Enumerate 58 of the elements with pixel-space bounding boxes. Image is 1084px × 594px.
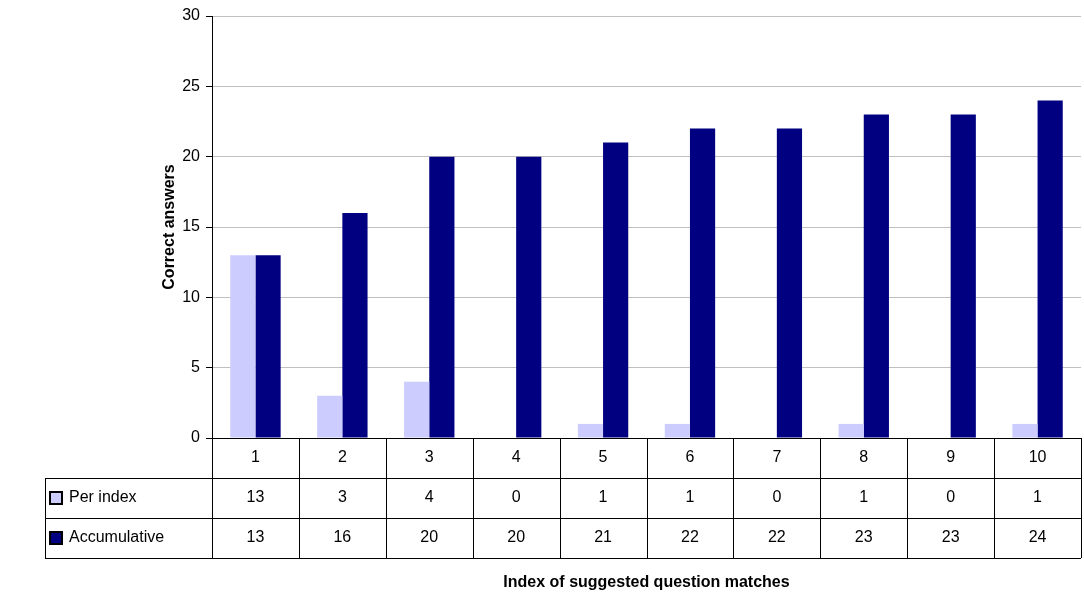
bar: [863, 114, 889, 438]
data-label: 22: [767, 528, 786, 546]
y-tick-label: 15: [182, 217, 201, 235]
x-tick-label: 6: [685, 448, 695, 466]
bar: [1037, 100, 1063, 438]
bar: [429, 156, 455, 438]
text: Index of suggested question matches: [503, 573, 790, 591]
bar: [1012, 423, 1038, 438]
data-label: 1: [685, 488, 695, 506]
x-tick-label: 5: [598, 448, 608, 466]
data-label: 16: [333, 528, 352, 546]
data-label: 23: [854, 528, 873, 546]
bar: [689, 128, 716, 438]
data-label: 4: [424, 488, 434, 506]
bar: [516, 156, 542, 438]
bar: [342, 212, 368, 438]
data-label: 1: [859, 488, 869, 506]
data-label: 13: [246, 488, 265, 506]
y-tick-label: 25: [182, 76, 201, 94]
data-label: 22: [681, 528, 699, 546]
x-tick-label: 4: [511, 448, 521, 466]
bar: [838, 423, 864, 438]
x-tick-label: 3: [424, 448, 434, 466]
data-label: 0: [511, 488, 521, 506]
x-tick-label: 10: [1028, 448, 1047, 466]
bar: [317, 395, 343, 438]
x-tick-label: 2: [337, 448, 347, 466]
y-tick-label: 20: [182, 147, 201, 165]
y-tick-label: 30: [182, 6, 201, 24]
bar: [404, 381, 430, 438]
data-label: 13: [246, 528, 265, 546]
x-tick-label: 8: [859, 448, 869, 466]
x-tick-label: 9: [946, 448, 956, 466]
bar: [255, 255, 281, 438]
x-tick-label: 7: [772, 448, 782, 466]
bar: [603, 142, 629, 438]
y-axis-title: Correct answers: [160, 164, 178, 290]
y-tick-label: 10: [182, 287, 201, 305]
x-tick-label: 1: [251, 448, 260, 466]
bar: [950, 114, 976, 438]
data-label: 24: [1028, 528, 1047, 546]
y-tick-label: 5: [191, 358, 201, 376]
y-tick-label: 0: [191, 428, 201, 446]
bar: [577, 423, 604, 438]
data-label: 23: [941, 528, 960, 546]
data-label: 21: [594, 528, 613, 546]
bar: [664, 423, 690, 438]
data-label: 20: [420, 528, 439, 546]
data-label: 1: [1033, 488, 1043, 506]
legend-label: Accumulative: [69, 528, 165, 546]
data-label: 1: [598, 488, 608, 506]
data-label: 0: [772, 488, 782, 506]
data-label: 20: [507, 528, 526, 546]
bar: [230, 255, 256, 438]
data-label: 3: [337, 488, 347, 506]
bar: [776, 128, 803, 438]
legend-label: Per index: [69, 488, 137, 506]
data-label: 0: [946, 488, 956, 506]
